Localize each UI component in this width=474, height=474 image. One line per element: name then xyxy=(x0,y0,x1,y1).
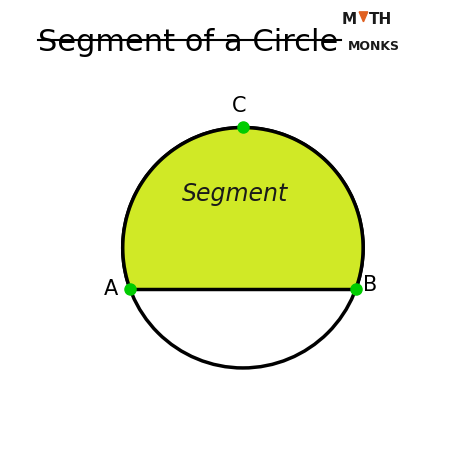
Text: Segment: Segment xyxy=(182,182,288,206)
Text: C: C xyxy=(232,96,246,116)
Text: B: B xyxy=(363,275,377,295)
Text: TH: TH xyxy=(368,12,392,27)
Text: Segment of a Circle: Segment of a Circle xyxy=(38,28,338,57)
Polygon shape xyxy=(359,12,368,22)
Polygon shape xyxy=(123,128,363,289)
Text: M: M xyxy=(341,12,356,27)
Text: MONKS: MONKS xyxy=(347,40,400,53)
Text: A: A xyxy=(104,279,118,299)
